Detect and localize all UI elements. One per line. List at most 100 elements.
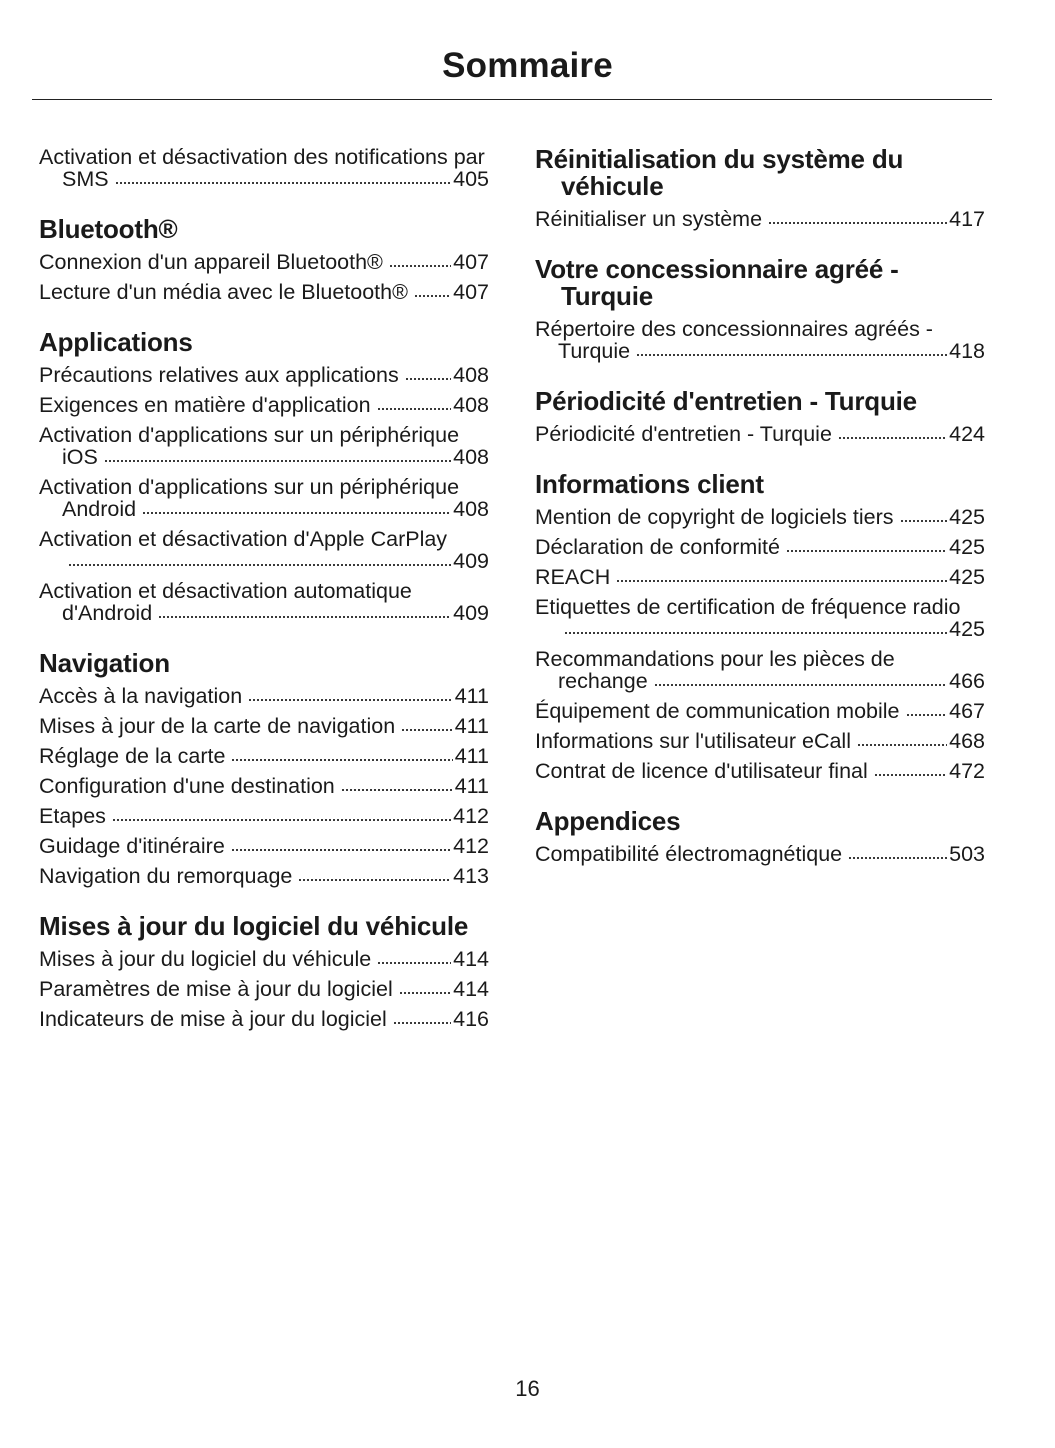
- toc-entry[interactable]: Paramètres de mise à jour du logiciel 414: [39, 978, 489, 1000]
- dot-leader: [158, 614, 452, 620]
- entry-title-line: Paramètres de mise à jour du logiciel 414: [39, 978, 489, 1000]
- toc-entry[interactable]: Activation et désactivation d'Apple CarP…: [39, 528, 489, 572]
- toc-entry[interactable]: Périodicité d'entretien - Turquie 424: [535, 423, 985, 445]
- entry-title-line: Activation et désactivation d'Apple CarP…: [39, 527, 448, 551]
- entry-page-number: 425: [949, 535, 985, 559]
- toc-entry[interactable]: Recommandations pour les pièces de rechan…: [535, 648, 985, 692]
- entry-title-line: Activation et désactivation automatique: [39, 579, 412, 603]
- dot-leader: [230, 847, 452, 853]
- entry-title-line: Activation d'applications sur un périphé…: [39, 475, 460, 499]
- entry-page-number: 412: [453, 804, 489, 828]
- dot-leader: [340, 787, 453, 793]
- dot-leader: [398, 990, 452, 996]
- entry-title-line: 409: [39, 550, 489, 572]
- toc-section: Activation et désactivation des notifica…: [39, 146, 489, 190]
- entry-title-text: Turquie: [558, 339, 631, 363]
- entry-title: Navigation du remorquage 413: [39, 865, 489, 887]
- entry-title-line: Mention de copyright de logiciels tiers 4…: [535, 506, 985, 528]
- toc-entry[interactable]: Activation d'applications sur un périphé…: [39, 476, 489, 520]
- entry-page-number: 408: [453, 363, 489, 387]
- dot-leader: [616, 578, 948, 584]
- entry-title-line: Activation d'applications sur un périphé…: [39, 423, 460, 447]
- entry-title-text: Mises à jour de la carte de navigation: [39, 714, 396, 738]
- entry-title-text: Réinitialiser un système: [535, 207, 763, 231]
- entry-title: Réinitialiser un système 417: [535, 208, 985, 230]
- dot-leader: [856, 742, 948, 748]
- dot-leader: [377, 960, 452, 966]
- toc-entry[interactable]: Configuration d'une destination 411: [39, 775, 489, 797]
- entry-title: Indicateurs de mise à jour du logiciel 41…: [39, 1008, 489, 1030]
- toc-entry[interactable]: Compatibilité électromagnétique 503: [535, 843, 985, 865]
- entry-title: Activation et désactivation automatique d…: [39, 580, 489, 624]
- toc-entry[interactable]: Activation d'applications sur un périphé…: [39, 424, 489, 468]
- entry-title-line: Répertoire des concessionnaires agréés -: [535, 317, 933, 341]
- toc-entry[interactable]: Exigences en matière d'application 408: [39, 394, 489, 416]
- toc-section: Navigation Accès à la navigation 411 Mises …: [39, 648, 489, 888]
- entry-title-line: Configuration d'une destination 411: [39, 775, 489, 797]
- entry-page-number: 405: [453, 167, 489, 191]
- entry-title: Guidage d'itinéraire 412: [39, 835, 489, 857]
- toc-entry[interactable]: Lecture d'un média avec le Bluetooth® 407: [39, 281, 489, 303]
- toc-entry[interactable]: Navigation du remorquage 413: [39, 865, 489, 887]
- toc-section: Périodicité d'entretien - Turquie Périodi…: [535, 388, 985, 446]
- section-heading: Bluetooth®: [39, 214, 178, 244]
- toc-entry[interactable]: Contrat de licence d'utilisateur final 47…: [535, 760, 985, 782]
- toc-entry[interactable]: Informations sur l'utilisateur eCall 468: [535, 730, 985, 752]
- entry-title-line: Lecture d'un média avec le Bluetooth® 407: [39, 281, 489, 303]
- entry-title: Déclaration de conformité 425: [535, 536, 985, 558]
- toc-entry[interactable]: Précautions relatives aux applications 40…: [39, 364, 489, 386]
- entry-title-line: 425: [535, 618, 985, 640]
- toc-entry[interactable]: Réglage de la carte 411: [39, 745, 489, 767]
- toc-entry[interactable]: Guidage d'itinéraire 412: [39, 835, 489, 857]
- toc-entry[interactable]: Indicateurs de mise à jour du logiciel 41…: [39, 1008, 489, 1030]
- entry-title-text: iOS: [62, 445, 98, 469]
- entry-page-number: 467: [949, 699, 985, 723]
- entry-title-text: Périodicité d'entretien - Turquie: [535, 422, 832, 446]
- dot-leader: [413, 293, 452, 299]
- entry-title: Mises à jour de la carte de navigation 41…: [39, 715, 489, 737]
- entry-page-number: 412: [453, 834, 489, 858]
- dot-leader: [636, 352, 948, 358]
- dot-leader: [653, 682, 948, 688]
- entry-title: Lecture d'un média avec le Bluetooth® 407: [39, 281, 489, 303]
- entry-title-text: Android: [62, 497, 137, 521]
- entry-title-line: iOS 408: [39, 446, 489, 468]
- toc-entry[interactable]: Accès à la navigation 411: [39, 685, 489, 707]
- toc-entry[interactable]: Déclaration de conformité 425: [535, 536, 985, 558]
- dot-leader: [298, 877, 452, 883]
- toc-entry[interactable]: Mises à jour de la carte de navigation 41…: [39, 715, 489, 737]
- toc-entry[interactable]: Répertoire des concessionnaires agréés -…: [535, 318, 985, 362]
- entry-title-line: Connexion d'un appareil Bluetooth® 407: [39, 251, 489, 273]
- entry-title-line: Informations sur l'utilisateur eCall 468: [535, 730, 985, 752]
- toc-entry[interactable]: Activation et désactivation des notifica…: [39, 146, 489, 190]
- entry-title-text: Compatibilité électromagnétique: [535, 842, 843, 866]
- entry-title-text: Mention de copyright de logiciels tiers: [535, 505, 894, 529]
- entry-title-text: SMS: [62, 167, 109, 191]
- entry-page-number: 503: [949, 842, 985, 866]
- entry-title-line: Indicateurs de mise à jour du logiciel 41…: [39, 1008, 489, 1030]
- entry-page-number: 414: [453, 947, 489, 971]
- entry-title-line: Équipement de communication mobile 467: [535, 700, 985, 722]
- entry-page-number: 408: [453, 393, 489, 417]
- entry-title-text: Lecture d'un média avec le Bluetooth®: [39, 280, 408, 304]
- dot-leader: [142, 510, 452, 516]
- toc-entry[interactable]: Réinitialiser un système 417: [535, 208, 985, 230]
- toc-entry[interactable]: Activation et désactivation automatique d…: [39, 580, 489, 624]
- toc-entry[interactable]: Connexion d'un appareil Bluetooth® 407: [39, 251, 489, 273]
- dot-leader: [837, 435, 948, 441]
- dot-leader: [768, 220, 948, 226]
- entry-title-text: Déclaration de conformité: [535, 535, 780, 559]
- dot-leader: [111, 817, 452, 823]
- entry-page-number: 425: [949, 505, 985, 529]
- toc-entry[interactable]: Équipement de communication mobile 467: [535, 700, 985, 722]
- toc-entry[interactable]: Mention de copyright de logiciels tiers 4…: [535, 506, 985, 528]
- section-heading: Navigation: [39, 648, 170, 678]
- entry-title-line: Recommandations pour les pièces de: [535, 647, 895, 671]
- toc-entry[interactable]: Etapes 412: [39, 805, 489, 827]
- toc-entry[interactable]: Etiquettes de certification de fréquence…: [535, 596, 985, 640]
- entry-page-number: 413: [453, 864, 489, 888]
- dot-leader: [404, 376, 452, 382]
- toc-entry[interactable]: REACH 425: [535, 566, 985, 588]
- toc-entry[interactable]: Mises à jour du logiciel du véhicule 414: [39, 948, 489, 970]
- entry-title: Activation et désactivation des notifica…: [39, 146, 489, 190]
